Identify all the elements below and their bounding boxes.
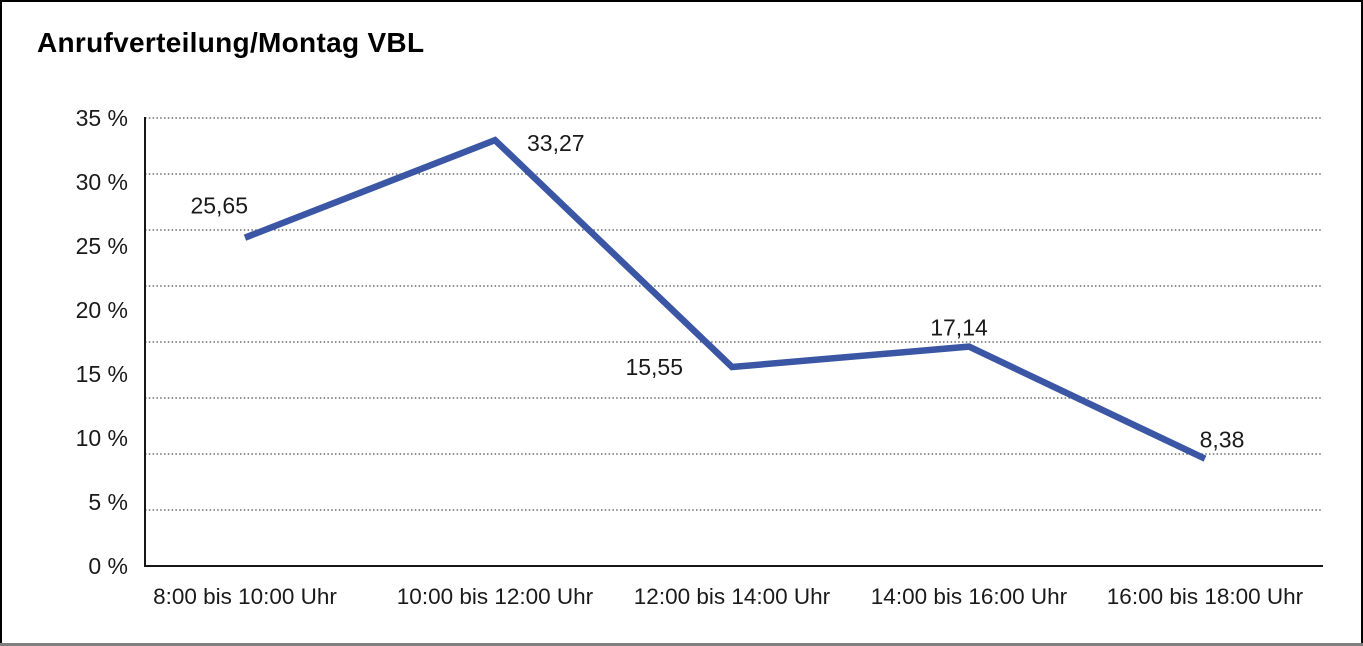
data-point-label: 25,65 xyxy=(190,193,248,219)
y-tick-label: 25 % xyxy=(76,233,128,259)
gridlines xyxy=(145,117,1323,511)
data-point-label: 17,14 xyxy=(930,315,988,341)
y-tick-label: 5 % xyxy=(88,489,128,515)
y-axis-labels: 35 % 30 % 25 % 20 % 15 % 10 % 5 % 0 % xyxy=(76,105,128,579)
x-tick-label: 8:00 bis 10:00 Uhr xyxy=(153,584,337,609)
x-tick-label: 12:00 bis 14:00 Uhr xyxy=(634,584,831,609)
chart-title: Anrufverteilung/Montag VBL xyxy=(37,27,425,58)
data-line xyxy=(243,136,1207,462)
axes xyxy=(144,117,1323,567)
x-tick-label: 14:00 bis 16:00 Uhr xyxy=(871,584,1068,609)
data-labels: 25,65 33,27 15,55 17,14 8,38 xyxy=(190,130,1244,453)
y-tick-label: 35 % xyxy=(76,105,128,131)
data-point-label: 33,27 xyxy=(527,130,585,156)
y-tick-label: 15 % xyxy=(76,361,128,387)
y-tick-label: 0 % xyxy=(88,553,128,579)
data-point-label: 8,38 xyxy=(1200,427,1245,453)
y-tick-label: 30 % xyxy=(76,169,128,195)
x-tick-label: 10:00 bis 12:00 Uhr xyxy=(397,584,594,609)
x-tick-label: 16:00 bis 18:00 Uhr xyxy=(1107,584,1304,609)
x-axis-labels: 8:00 bis 10:00 Uhr 10:00 bis 12:00 Uhr 12:… xyxy=(153,584,1304,609)
data-point-label: 15,55 xyxy=(625,354,683,380)
y-tick-label: 20 % xyxy=(76,297,128,323)
y-tick-label: 10 % xyxy=(76,425,128,451)
